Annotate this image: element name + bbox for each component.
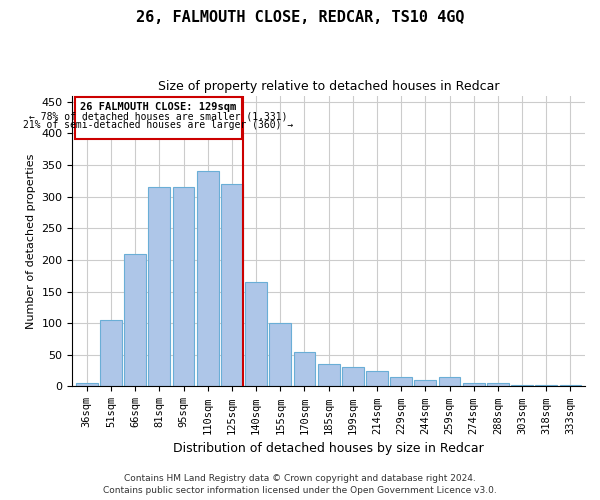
Bar	[221, 184, 243, 386]
Bar	[342, 368, 364, 386]
Bar	[100, 320, 122, 386]
Y-axis label: Number of detached properties: Number of detached properties	[26, 154, 36, 328]
Bar	[269, 323, 291, 386]
Bar	[463, 384, 485, 386]
Bar	[487, 384, 509, 386]
Text: 21% of semi-detached houses are larger (360) →: 21% of semi-detached houses are larger (…	[23, 120, 293, 130]
Text: ← 78% of detached houses are smaller (1,331): ← 78% of detached houses are smaller (1,…	[29, 112, 287, 122]
Bar	[245, 282, 267, 387]
Bar	[439, 377, 460, 386]
Bar	[415, 380, 436, 386]
Bar	[124, 254, 146, 386]
X-axis label: Distribution of detached houses by size in Redcar: Distribution of detached houses by size …	[173, 442, 484, 455]
Bar	[535, 384, 557, 386]
Bar	[366, 370, 388, 386]
Bar	[148, 187, 170, 386]
Bar	[197, 172, 218, 386]
Bar	[560, 384, 581, 386]
Bar	[391, 377, 412, 386]
Text: Contains HM Land Registry data © Crown copyright and database right 2024.
Contai: Contains HM Land Registry data © Crown c…	[103, 474, 497, 495]
Title: Size of property relative to detached houses in Redcar: Size of property relative to detached ho…	[158, 80, 499, 93]
Text: 26 FALMOUTH CLOSE: 129sqm: 26 FALMOUTH CLOSE: 129sqm	[80, 102, 236, 112]
Bar	[76, 384, 98, 386]
Bar	[173, 187, 194, 386]
Bar	[318, 364, 340, 386]
Text: 26, FALMOUTH CLOSE, REDCAR, TS10 4GQ: 26, FALMOUTH CLOSE, REDCAR, TS10 4GQ	[136, 10, 464, 25]
Bar	[74, 97, 242, 138]
Bar	[511, 384, 533, 386]
Bar	[293, 352, 316, 386]
